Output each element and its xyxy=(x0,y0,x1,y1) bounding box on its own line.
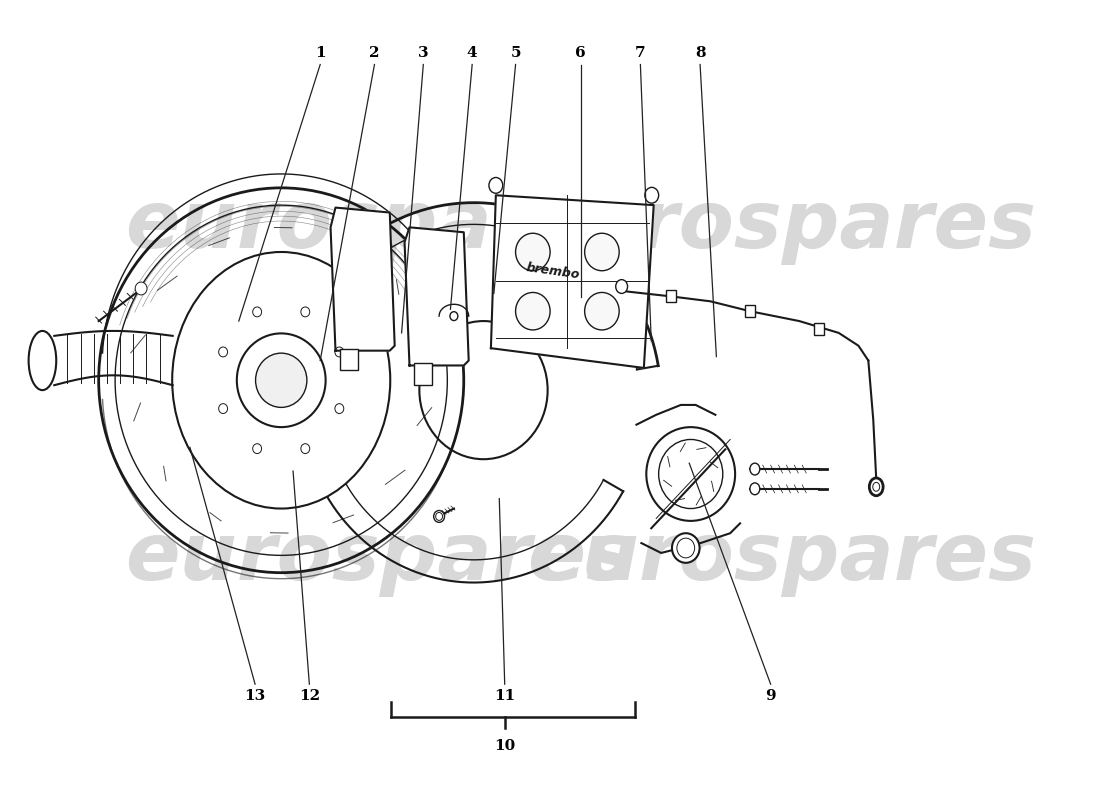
Text: eurospares: eurospares xyxy=(125,519,635,597)
Ellipse shape xyxy=(253,444,262,454)
Ellipse shape xyxy=(450,312,458,321)
Text: eurospares: eurospares xyxy=(527,187,1036,266)
Text: 9: 9 xyxy=(766,689,775,703)
Ellipse shape xyxy=(659,439,723,509)
Ellipse shape xyxy=(488,178,503,194)
Text: 7: 7 xyxy=(635,46,646,60)
Text: eurospares: eurospares xyxy=(527,519,1036,597)
Ellipse shape xyxy=(29,331,56,390)
Ellipse shape xyxy=(334,404,344,414)
Ellipse shape xyxy=(869,478,883,496)
Ellipse shape xyxy=(516,234,550,270)
Text: 1: 1 xyxy=(315,46,326,60)
Ellipse shape xyxy=(253,307,262,317)
Text: 12: 12 xyxy=(299,689,320,703)
Ellipse shape xyxy=(436,513,442,520)
Bar xyxy=(340,349,359,370)
Text: 6: 6 xyxy=(575,46,586,60)
Text: 4: 4 xyxy=(466,46,477,60)
Text: 8: 8 xyxy=(695,46,705,60)
Ellipse shape xyxy=(584,293,619,330)
Text: 10: 10 xyxy=(494,738,515,753)
Ellipse shape xyxy=(872,482,880,491)
Bar xyxy=(814,323,824,335)
Ellipse shape xyxy=(301,307,310,317)
Bar xyxy=(666,290,675,302)
Ellipse shape xyxy=(676,538,695,558)
Text: 5: 5 xyxy=(510,46,520,60)
Text: 2: 2 xyxy=(370,46,379,60)
Ellipse shape xyxy=(750,463,760,475)
Ellipse shape xyxy=(419,321,548,459)
Ellipse shape xyxy=(750,483,760,494)
Ellipse shape xyxy=(301,444,310,454)
Text: brembo: brembo xyxy=(525,262,581,282)
Ellipse shape xyxy=(647,427,735,521)
Ellipse shape xyxy=(173,252,390,509)
Polygon shape xyxy=(491,195,653,368)
Ellipse shape xyxy=(255,353,307,407)
Ellipse shape xyxy=(584,234,619,270)
Ellipse shape xyxy=(135,282,147,295)
Ellipse shape xyxy=(516,293,550,330)
Ellipse shape xyxy=(219,347,228,357)
Text: 13: 13 xyxy=(244,689,266,703)
Ellipse shape xyxy=(219,404,228,414)
Bar xyxy=(415,363,432,385)
Ellipse shape xyxy=(645,187,659,203)
Text: 3: 3 xyxy=(418,46,429,60)
Ellipse shape xyxy=(236,334,326,427)
Ellipse shape xyxy=(433,510,444,522)
Ellipse shape xyxy=(672,534,700,563)
Polygon shape xyxy=(405,227,469,366)
Ellipse shape xyxy=(616,280,628,294)
Text: 11: 11 xyxy=(494,689,515,703)
Ellipse shape xyxy=(334,347,344,357)
Bar xyxy=(745,306,755,317)
Polygon shape xyxy=(331,207,395,350)
Text: eurospares: eurospares xyxy=(125,187,635,266)
